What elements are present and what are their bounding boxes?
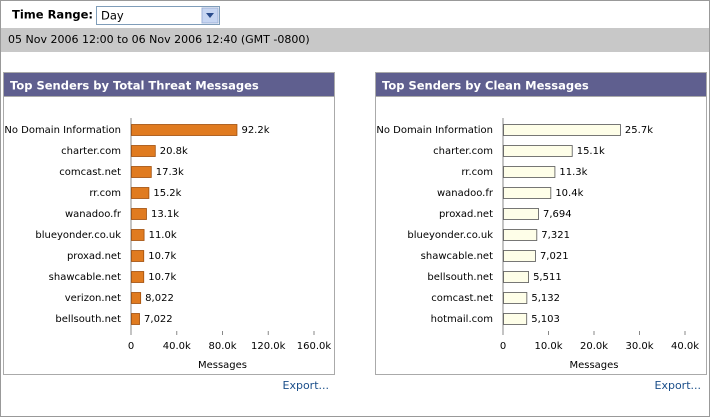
x-tick-label: 120.0k [251, 341, 286, 352]
value-label: 15.1k [577, 146, 605, 157]
x-axis-label: Messages [198, 360, 247, 371]
category-label: rr.com [461, 167, 493, 178]
bar [131, 229, 145, 241]
export-link[interactable]: Export... [655, 379, 702, 392]
value-label: 20.8k [160, 146, 188, 157]
select-arrow [206, 13, 214, 18]
category-label: bellsouth.net [55, 314, 121, 325]
bar [131, 313, 140, 325]
bar [503, 187, 552, 199]
x-tick-label: 10.0k [534, 341, 562, 352]
panel-title: Top Senders by Total Threat Messages [10, 79, 259, 93]
value-label: 13.1k [151, 209, 179, 220]
panel [3, 72, 335, 375]
value-label: 5,511 [533, 272, 562, 283]
bar [503, 250, 536, 262]
value-label: 10.7k [148, 272, 176, 283]
category-label: verizon.net [65, 293, 121, 304]
time-range-select[interactable] [96, 6, 220, 25]
bar [131, 250, 145, 262]
x-tick-label: 30.0k [625, 341, 653, 352]
panel-title: Top Senders by Clean Messages [382, 79, 589, 93]
value-label: 92.2k [241, 125, 269, 136]
bar [503, 208, 539, 220]
bar [131, 187, 150, 199]
x-tick-label: 160.0k [297, 341, 332, 352]
category-label: proxad.net [67, 251, 121, 262]
bar [503, 124, 621, 136]
category-label: proxad.net [439, 209, 493, 220]
value-label: 8,022 [145, 293, 174, 304]
category-label: hotmail.com [431, 314, 493, 325]
category-label: comcast.net [431, 293, 493, 304]
bar [503, 292, 528, 304]
category-label: blueyonder.co.uk [407, 230, 493, 241]
bar [503, 145, 573, 157]
date-band [1, 28, 709, 52]
panel-header [375, 72, 707, 97]
x-tick-label: 0 [128, 341, 134, 352]
x-axis-label: Messages [569, 360, 618, 371]
category-label: No Domain Information [4, 125, 121, 136]
bar [131, 208, 147, 220]
panel-header [3, 72, 335, 97]
bar [503, 166, 556, 178]
x-tick-label: 80.0k [208, 341, 236, 352]
date-range: 05 Nov 2006 12:00 to 06 Nov 2006 12:40 (… [8, 33, 310, 46]
category-label: rr.com [89, 188, 121, 199]
export-link[interactable]: Export... [283, 379, 330, 392]
time-range-value[interactable]: Day [101, 9, 124, 23]
bar [503, 229, 538, 241]
bar [131, 271, 145, 283]
category-label: No Domain Information [376, 125, 493, 136]
bar [503, 313, 528, 325]
x-tick-label: 20.0k [580, 341, 608, 352]
category-label: bellsouth.net [427, 272, 493, 283]
category-label: wanadoo.fr [65, 209, 122, 220]
value-label: 15.2k [153, 188, 181, 199]
value-label: 17.3k [156, 167, 184, 178]
category-label: shawcable.net [49, 272, 121, 283]
bar [131, 166, 152, 178]
time-range-label: Time Range: [12, 8, 93, 22]
value-label: 11.0k [149, 230, 177, 241]
value-label: 10.4k [555, 188, 583, 199]
category-label: blueyonder.co.uk [35, 230, 121, 241]
bar [503, 271, 529, 283]
panel [375, 72, 707, 375]
x-tick-label: 40.0k [671, 341, 699, 352]
value-label: 7,694 [543, 209, 572, 220]
value-label: 7,021 [540, 251, 569, 262]
bar [131, 292, 142, 304]
value-label: 7,321 [541, 230, 570, 241]
category-label: comcast.net [59, 167, 121, 178]
category-label: wanadoo.fr [437, 188, 494, 199]
x-tick-label: 40.0k [163, 341, 191, 352]
category-label: shawcable.net [421, 251, 493, 262]
value-label: 5,132 [531, 293, 560, 304]
value-label: 25.7k [625, 125, 653, 136]
bar [131, 124, 238, 136]
value-label: 10.7k [148, 251, 176, 262]
value-label: 5,103 [531, 314, 560, 325]
x-tick-label: 0 [500, 341, 506, 352]
bar [131, 145, 156, 157]
category-label: charter.com [433, 146, 493, 157]
category-label: charter.com [61, 146, 121, 157]
value-label: 7,022 [144, 314, 173, 325]
value-label: 11.3k [559, 167, 587, 178]
